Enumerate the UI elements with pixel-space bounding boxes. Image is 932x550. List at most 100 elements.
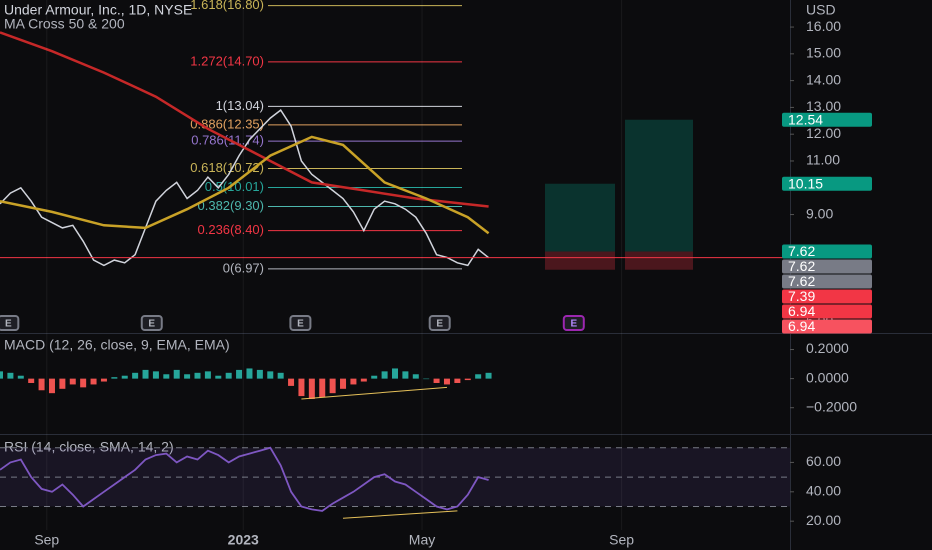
fib-label: 0.5(10.01) xyxy=(205,179,264,194)
histogram-bar xyxy=(340,378,347,389)
x-tick-label: Sep xyxy=(609,532,634,548)
histogram-bar xyxy=(38,378,45,391)
price-label-box xyxy=(782,176,872,191)
price-label: 6.94 xyxy=(788,303,815,319)
price-label-box xyxy=(782,289,872,304)
histogram-bar xyxy=(0,371,3,379)
histogram-bar xyxy=(371,375,378,379)
fib-label: 1.272(14.70) xyxy=(190,53,264,68)
histogram-bar xyxy=(256,369,263,379)
fib-label: 0.618(10.72) xyxy=(190,160,264,175)
histogram-bar xyxy=(298,378,305,397)
axis-unit: USD xyxy=(806,2,836,18)
histogram-bar xyxy=(215,375,222,379)
y-tick-label: 20.00 xyxy=(806,512,841,528)
earnings-marker xyxy=(289,315,312,331)
fib-label: 0.382(9.30) xyxy=(198,198,265,213)
histogram-bar xyxy=(152,371,159,379)
moving-average xyxy=(0,135,490,235)
histogram-bar xyxy=(319,378,326,398)
price-label-box xyxy=(782,319,872,334)
rsi-band xyxy=(0,447,790,507)
trendline xyxy=(342,510,458,519)
histogram-bar xyxy=(121,375,128,379)
histogram-bar xyxy=(204,371,211,379)
price-label-box xyxy=(782,112,872,127)
earnings-label: E xyxy=(297,319,304,330)
histogram-bar xyxy=(329,378,336,394)
price-label: 6.94 xyxy=(788,318,815,334)
fib-label: 0.886(12.35) xyxy=(190,116,264,131)
earnings-label: E xyxy=(148,319,155,330)
histogram-bar xyxy=(236,369,243,379)
fib-label: 0.236(8.40) xyxy=(198,222,265,237)
histogram-bar xyxy=(59,378,66,389)
earnings-label: E xyxy=(436,319,443,330)
histogram-bar xyxy=(288,378,295,386)
histogram-bar xyxy=(80,378,87,388)
earnings-marker xyxy=(0,315,20,331)
y-tick-label: 9.00 xyxy=(806,205,833,221)
pane-title: Under Armour, Inc., 1D, NYSE xyxy=(4,2,192,18)
histogram-bar xyxy=(48,378,55,394)
histogram-bar xyxy=(308,378,315,399)
price-label: 7.62 xyxy=(788,243,815,259)
profit-zone xyxy=(625,119,693,252)
histogram-bar xyxy=(194,372,201,379)
fib-label: 1.618(16.80) xyxy=(190,0,264,12)
price-label-box xyxy=(782,259,872,274)
price-label-box xyxy=(782,274,872,289)
histogram-bar xyxy=(381,371,388,379)
histogram-bar xyxy=(17,375,24,379)
earnings-label: E xyxy=(5,319,12,330)
y-tick-label: −0.2000 xyxy=(806,398,857,414)
y-tick-label: 60.00 xyxy=(806,453,841,469)
trendline xyxy=(301,386,448,400)
histogram-bar xyxy=(173,369,180,379)
earnings-label: E xyxy=(570,319,577,330)
y-tick-label: 12.00 xyxy=(806,125,841,141)
price-label: 12.54 xyxy=(788,111,823,127)
pane-title: MACD (12, 26, close, 9, EMA, EMA) xyxy=(4,337,230,353)
price-label: 10.15 xyxy=(788,175,823,191)
loss-zone xyxy=(625,251,693,270)
histogram-bar xyxy=(433,378,440,383)
price-label-box xyxy=(782,304,872,319)
histogram-bar xyxy=(475,374,482,379)
profit-zone xyxy=(545,183,615,252)
histogram-bar xyxy=(392,368,398,379)
x-tick-label: May xyxy=(409,532,435,548)
y-tick-label: 13.00 xyxy=(806,98,841,114)
histogram-bar xyxy=(184,374,191,379)
histogram-bar xyxy=(132,372,139,379)
rsi-line xyxy=(0,446,489,512)
histogram-bar xyxy=(142,369,149,379)
histogram-bar xyxy=(69,378,76,385)
histogram-bar xyxy=(7,372,14,379)
loss-zone xyxy=(545,251,615,270)
histogram-bar xyxy=(163,374,170,379)
y-tick-label: 0.0000 xyxy=(806,369,849,385)
price-label: 7.39 xyxy=(788,288,815,304)
earnings-marker xyxy=(428,315,451,331)
histogram-bar xyxy=(246,368,253,379)
y-tick-label: 16.00 xyxy=(806,18,841,34)
y-tick-label: 0.2000 xyxy=(806,340,849,356)
histogram-bar xyxy=(350,378,357,385)
price-label: 7.62 xyxy=(788,258,815,274)
histogram-bar xyxy=(402,371,409,379)
histogram-bar xyxy=(225,372,232,379)
y-tick-label: 11.00 xyxy=(806,152,840,168)
price-label: 7.62 xyxy=(788,273,815,289)
price-label-box xyxy=(782,244,872,259)
x-tick-label: 2023 xyxy=(228,532,259,548)
histogram-bar xyxy=(464,378,471,381)
histogram-bar xyxy=(360,378,367,382)
fib-label: 1(13.04) xyxy=(216,98,264,113)
histogram-bar xyxy=(277,372,284,379)
y-tick-label: 40.00 xyxy=(806,483,841,499)
histogram-bar xyxy=(90,378,97,385)
earnings-marker xyxy=(562,315,585,331)
